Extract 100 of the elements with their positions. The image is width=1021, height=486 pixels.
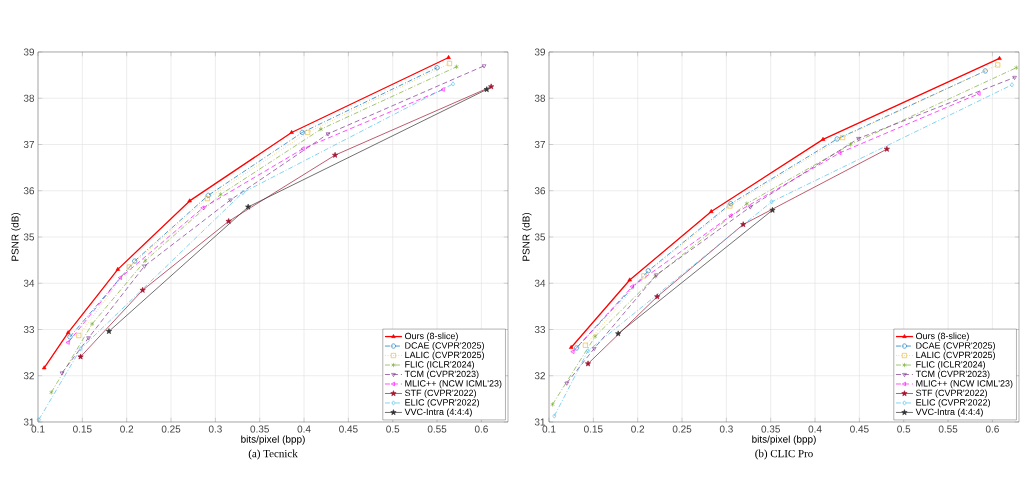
- x-tick-label: 0.35: [761, 425, 780, 433]
- point: [132, 258, 138, 264]
- point: [67, 334, 73, 340]
- point: [820, 136, 826, 141]
- point: [709, 209, 714, 213]
- x-tick-label: 0.15: [584, 425, 603, 433]
- x-tick-label: 0.1: [31, 425, 45, 433]
- x-tick-label: 0.3: [208, 425, 222, 433]
- point: [105, 328, 112, 334]
- point: [840, 135, 846, 141]
- point: [574, 345, 579, 351]
- legend-label: DCAE (CVPR'2025): [405, 342, 484, 351]
- y-axis-title: PSNR (dB): [522, 212, 532, 261]
- point: [446, 61, 452, 67]
- x-tick-label: 0.2: [120, 425, 134, 433]
- point: [592, 333, 598, 339]
- point: [200, 205, 205, 211]
- x-tick-label: 0.45: [850, 425, 869, 433]
- point: [1014, 65, 1019, 71]
- legend-label: ELIC (CVPR'2022): [405, 398, 479, 408]
- legend-label: TCM (CVPR'2023): [404, 370, 479, 379]
- point: [837, 150, 842, 156]
- point: [997, 55, 1002, 60]
- point: [126, 264, 132, 270]
- point: [740, 221, 747, 228]
- point: [728, 213, 733, 218]
- point: [89, 321, 95, 327]
- legend-label: Ours (8-slice): [916, 332, 969, 341]
- x-tick-label: 0.3: [719, 425, 733, 433]
- point: [585, 360, 592, 367]
- y-tick-label: 37: [23, 140, 34, 149]
- point: [434, 65, 440, 71]
- legend-label: Ours (8-slice): [405, 332, 458, 341]
- point: [483, 86, 490, 93]
- x-axis-title: bits/pixel (bpp): [241, 435, 305, 445]
- point: [1012, 76, 1017, 80]
- point: [582, 342, 588, 348]
- point: [641, 273, 647, 279]
- x-tick-label: 0.6: [985, 425, 999, 433]
- point: [856, 137, 861, 141]
- point: [42, 365, 47, 370]
- point: [78, 346, 83, 352]
- y-tick-label: 37: [534, 140, 545, 149]
- point: [289, 129, 294, 134]
- point: [627, 277, 632, 282]
- y-tick-label: 35: [23, 233, 35, 241]
- point: [883, 145, 890, 152]
- y-tick-label: 34: [23, 279, 35, 287]
- point: [451, 81, 455, 87]
- x-tick-label: 0.4: [808, 425, 822, 433]
- point: [299, 129, 305, 135]
- x-tick-label: 0.25: [161, 425, 181, 433]
- point: [568, 345, 574, 349]
- legend-label: FLIC (ICLR'2024): [916, 361, 986, 370]
- y-tick-label: 32: [23, 372, 34, 380]
- point: [325, 132, 331, 137]
- y-tick-label: 31: [534, 418, 546, 426]
- point: [65, 340, 70, 345]
- point: [204, 196, 210, 202]
- point: [76, 333, 82, 338]
- point: [564, 381, 569, 386]
- x-tick-label: 0.15: [73, 425, 92, 433]
- y-tick-label: 33: [23, 325, 35, 334]
- legend-label: MLIC++ (NCW ICML'23): [405, 379, 502, 389]
- x-tick-label: 0.2: [631, 425, 645, 433]
- legend-label: STF (CVPR'2022): [916, 389, 987, 398]
- point: [769, 207, 776, 213]
- x-tick-label: 0.45: [339, 425, 358, 433]
- text: (b) CLIC Pro: [755, 449, 813, 460]
- y-tick-label: 38: [23, 94, 35, 102]
- point: [187, 198, 192, 203]
- point: [570, 349, 575, 354]
- point: [592, 347, 597, 351]
- point: [748, 205, 753, 210]
- y-tick-label: 38: [534, 94, 546, 102]
- y-tick-label: 35: [534, 233, 546, 241]
- x-tick-label: 0.55: [427, 425, 447, 433]
- y-tick-label: 36: [23, 187, 35, 195]
- legend-label: TCM (CVPR'2023): [915, 370, 990, 379]
- point: [446, 55, 451, 59]
- point: [654, 293, 661, 300]
- point: [332, 151, 339, 158]
- point: [976, 91, 981, 96]
- x-tick-label: 0.4: [297, 425, 311, 433]
- y-axis-title: PSNR (dB): [11, 212, 21, 261]
- point: [115, 266, 121, 271]
- y-tick-label: 39: [23, 48, 35, 56]
- point: [139, 287, 146, 293]
- point: [440, 87, 445, 92]
- point: [982, 68, 988, 74]
- point: [1009, 82, 1014, 88]
- legend-label: STF (CVPR'2022): [405, 389, 476, 398]
- y-tick-label: 34: [534, 279, 546, 287]
- point: [86, 336, 91, 341]
- point: [142, 264, 147, 269]
- point: [454, 64, 459, 70]
- legend-label: LALIC (CVPR'2025): [405, 351, 484, 360]
- legend-label: LALIC (CVPR'2025): [916, 351, 995, 360]
- point: [218, 191, 223, 197]
- point: [36, 417, 41, 423]
